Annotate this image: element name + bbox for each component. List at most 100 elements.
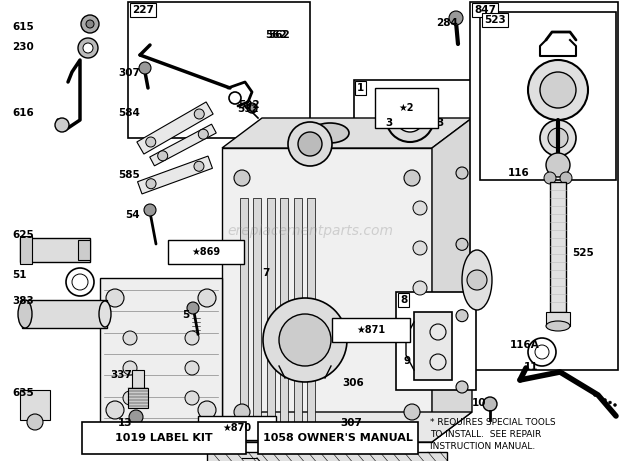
- Circle shape: [123, 361, 137, 375]
- Bar: [375, 88, 438, 128]
- Circle shape: [467, 270, 487, 290]
- Text: 1: 1: [357, 83, 365, 93]
- Bar: [332, 318, 410, 342]
- Text: 13: 13: [118, 418, 133, 428]
- Circle shape: [386, 94, 434, 142]
- Circle shape: [456, 238, 468, 250]
- Bar: [198, 416, 276, 440]
- Circle shape: [608, 401, 611, 404]
- Ellipse shape: [462, 250, 492, 310]
- Circle shape: [540, 72, 576, 108]
- Bar: [307, 198, 315, 422]
- Bar: [20, 236, 32, 264]
- Text: 562: 562: [265, 30, 286, 40]
- Circle shape: [540, 120, 576, 156]
- Circle shape: [413, 241, 427, 255]
- Circle shape: [234, 170, 250, 186]
- Text: 116: 116: [508, 168, 529, 178]
- Bar: [414, 312, 452, 380]
- Ellipse shape: [311, 123, 349, 143]
- Text: 3: 3: [385, 118, 392, 128]
- Circle shape: [593, 394, 596, 396]
- Bar: [280, 198, 288, 422]
- Polygon shape: [150, 124, 216, 166]
- Text: ereplacementparts.com: ereplacementparts.com: [227, 224, 393, 237]
- Ellipse shape: [99, 301, 111, 327]
- Circle shape: [413, 281, 427, 295]
- Text: 592: 592: [237, 104, 259, 114]
- Circle shape: [404, 170, 420, 186]
- Text: 8: 8: [400, 295, 407, 305]
- Circle shape: [456, 381, 468, 393]
- Text: 615: 615: [12, 22, 33, 32]
- Text: 562: 562: [268, 30, 290, 40]
- Circle shape: [198, 289, 216, 307]
- Circle shape: [123, 391, 137, 405]
- Text: 307: 307: [118, 68, 140, 78]
- Text: 635: 635: [12, 388, 33, 398]
- Circle shape: [129, 410, 143, 424]
- Text: 616: 616: [12, 108, 33, 118]
- Circle shape: [546, 153, 570, 177]
- Text: 284: 284: [436, 18, 458, 28]
- Ellipse shape: [546, 321, 570, 331]
- Circle shape: [198, 401, 216, 419]
- Text: ★869: ★869: [192, 247, 221, 257]
- Bar: [78, 240, 90, 260]
- Circle shape: [81, 15, 99, 33]
- Bar: [128, 388, 148, 408]
- Circle shape: [603, 398, 606, 402]
- Circle shape: [279, 314, 331, 366]
- Circle shape: [157, 151, 167, 161]
- Circle shape: [146, 137, 156, 147]
- Bar: [128, 2, 310, 138]
- Bar: [470, 2, 618, 370]
- Text: 306: 306: [342, 378, 364, 388]
- Polygon shape: [138, 156, 213, 194]
- Bar: [294, 198, 301, 422]
- Circle shape: [194, 161, 204, 171]
- Circle shape: [288, 122, 332, 166]
- Circle shape: [396, 104, 424, 132]
- Polygon shape: [222, 148, 432, 442]
- Text: 1019 LABEL KIT: 1019 LABEL KIT: [115, 433, 213, 443]
- Text: 847: 847: [474, 5, 496, 15]
- Polygon shape: [100, 278, 222, 430]
- Text: 11: 11: [524, 362, 539, 372]
- Circle shape: [144, 204, 156, 216]
- Text: 383: 383: [12, 296, 33, 306]
- Circle shape: [404, 404, 420, 420]
- Circle shape: [27, 414, 43, 430]
- Text: 592: 592: [238, 100, 260, 110]
- Circle shape: [449, 11, 463, 25]
- Circle shape: [83, 43, 93, 53]
- Bar: [82, 422, 246, 454]
- Circle shape: [614, 403, 616, 407]
- Text: 116A: 116A: [510, 340, 540, 350]
- Text: 10: 10: [472, 398, 487, 408]
- Polygon shape: [222, 412, 472, 442]
- Text: 54: 54: [125, 210, 140, 220]
- Circle shape: [55, 118, 69, 132]
- Text: 227: 227: [132, 5, 154, 15]
- Circle shape: [86, 20, 94, 28]
- Circle shape: [456, 167, 468, 179]
- Bar: [168, 240, 244, 264]
- Text: 7: 7: [262, 268, 269, 278]
- Circle shape: [456, 310, 468, 322]
- Circle shape: [106, 401, 124, 419]
- Circle shape: [146, 179, 156, 189]
- Bar: [550, 182, 566, 312]
- Polygon shape: [222, 118, 472, 148]
- Circle shape: [198, 129, 208, 139]
- Circle shape: [78, 38, 98, 58]
- Circle shape: [359, 423, 373, 437]
- Circle shape: [139, 62, 151, 74]
- Polygon shape: [137, 102, 213, 154]
- Circle shape: [247, 103, 257, 113]
- Bar: [20, 390, 50, 420]
- Circle shape: [263, 298, 347, 382]
- Circle shape: [298, 132, 322, 156]
- Bar: [480, 12, 616, 180]
- Polygon shape: [432, 118, 472, 442]
